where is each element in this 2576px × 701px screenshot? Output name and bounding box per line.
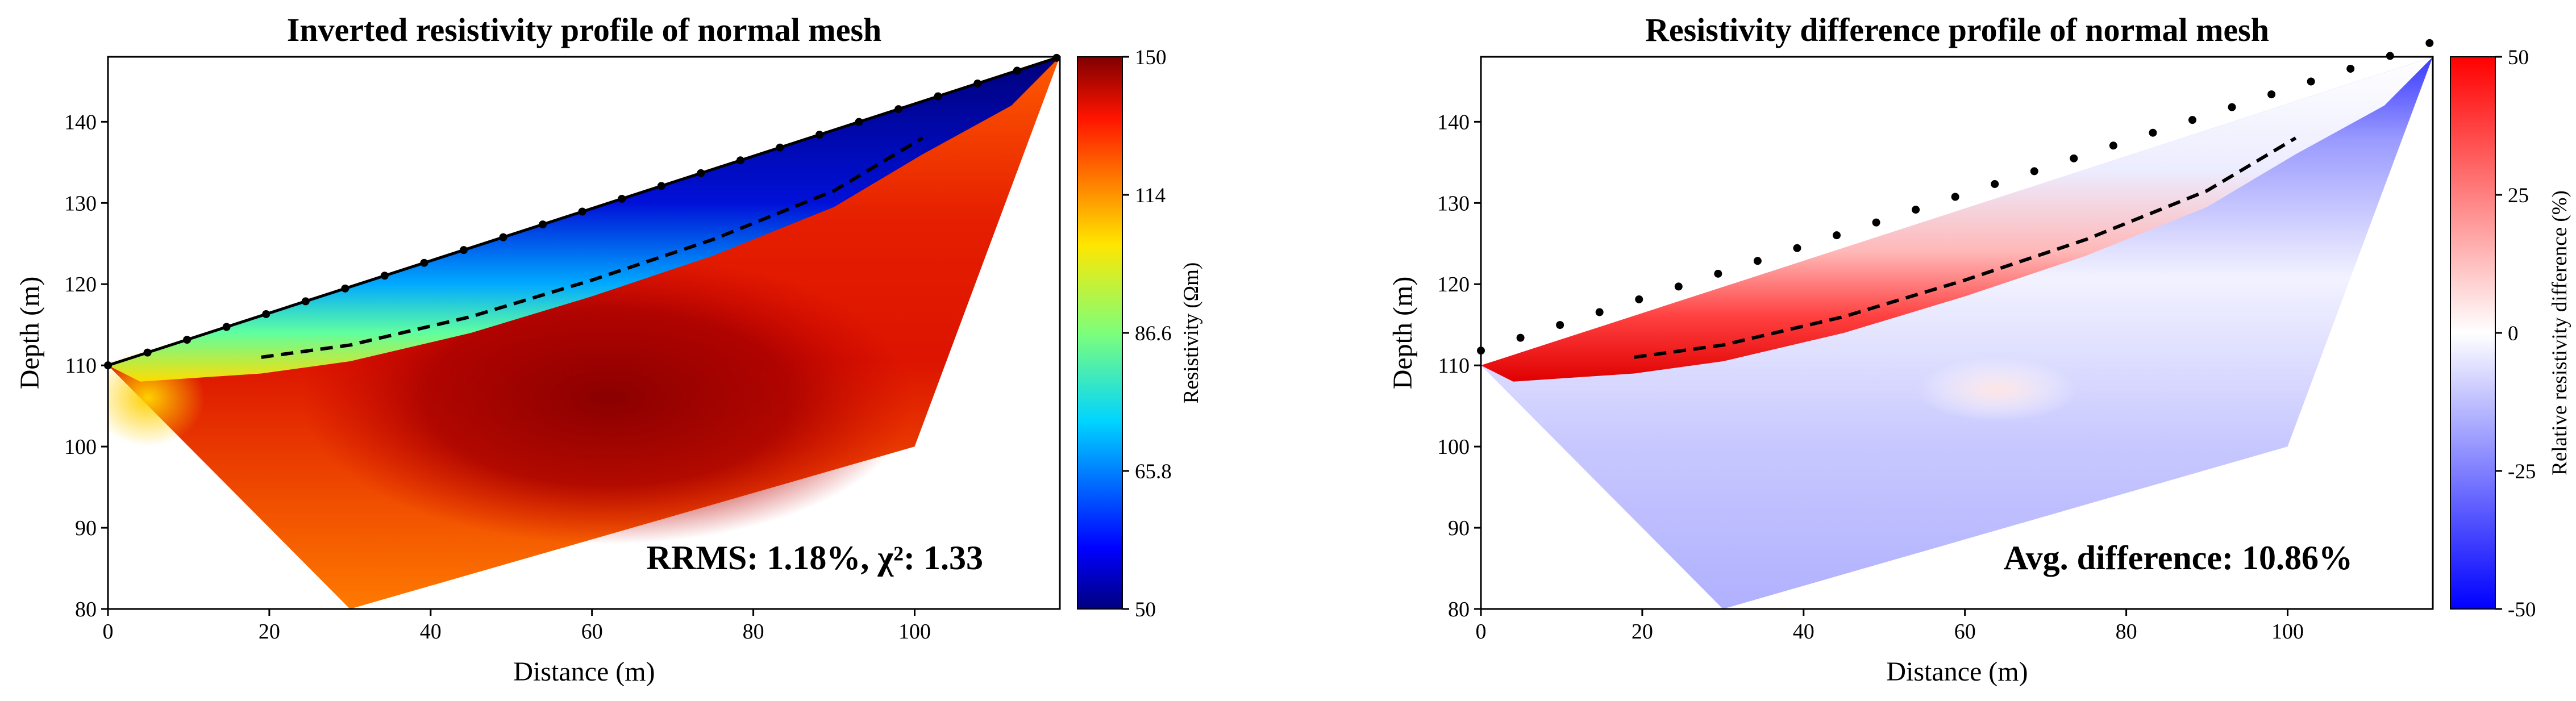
resistivity-model [108, 57, 1060, 609]
x-tick-label: 100 [898, 620, 931, 644]
electrode-marker [2109, 141, 2117, 150]
y-tick-label: 110 [1438, 354, 1470, 378]
colorbar-tick-label: 25 [2508, 184, 2529, 207]
colorbar-tick-label: 50 [1135, 598, 1156, 621]
x-tick-label: 40 [420, 620, 442, 644]
interface-dashed-line [1634, 136, 2297, 359]
y-tick-label: 100 [64, 435, 97, 459]
plot-frame [107, 56, 1061, 610]
difference-model [1481, 57, 2433, 609]
interface-dashed-line [261, 136, 924, 359]
chart-title: Inverted resistivity profile of normal m… [287, 11, 882, 48]
y-tick-label: 100 [1437, 435, 1470, 459]
electrode-marker [2228, 103, 2236, 111]
x-tick-label: 80 [2116, 620, 2137, 644]
electrode-marker [2267, 90, 2276, 99]
axis-ticks: 0 20 40 60 80 100 80 90 100 110 120 130 140 [64, 110, 931, 644]
electrodes [104, 53, 1061, 370]
surface-line [107, 55, 1060, 367]
colorbar-tick-label: 150 [1135, 46, 1167, 69]
electrode-marker [2188, 116, 2196, 124]
y-tick-label: 130 [1437, 191, 1470, 215]
colorbar-tick-label: 86.6 [1135, 322, 1172, 345]
electrode-marker [1912, 206, 1920, 214]
electrode-marker [1714, 269, 1722, 278]
electrode-marker [1832, 231, 1841, 240]
positive-difference-zone [1916, 357, 2078, 423]
colorbar: 50 65.8 86.6 114 150 Resistivity (Ωm) [1077, 46, 1203, 621]
y-tick-label: 90 [1448, 516, 1470, 540]
x-tick-label: 60 [581, 620, 603, 644]
panel-difference: Resistivity difference profile of normal… [1388, 11, 2571, 687]
y-tick-label: 80 [75, 598, 97, 621]
electrodes [1477, 39, 2434, 355]
colorbar-ticks: 50 65.8 86.6 114 150 [1122, 46, 1172, 621]
x-tick-label: 100 [2271, 620, 2304, 644]
electrode-marker [1793, 244, 1801, 252]
y-tick-label: 110 [65, 354, 97, 378]
y-tick-label: 140 [1437, 110, 1470, 134]
electrode-marker [1951, 193, 1959, 201]
plot-frame [1480, 56, 2434, 610]
low-resistivity-layer [108, 57, 1060, 382]
electrode-marker [1595, 308, 1604, 316]
electrode-marker [1753, 257, 1762, 265]
y-axis-label: Depth (m) [15, 277, 45, 390]
electrode-marker [2070, 154, 2078, 162]
colorbar-ticks: 50 25 0 -25 -50 [2495, 46, 2536, 621]
electrode-marker [2030, 167, 2038, 176]
y-axis-label: Depth (m) [1388, 277, 1418, 390]
electrode-marker [2307, 77, 2315, 86]
electrode-marker [1516, 333, 1525, 342]
x-tick-label: 60 [1954, 620, 1976, 644]
x-axis-label: Distance (m) [1886, 657, 2028, 687]
electrode-marker [1635, 295, 1643, 303]
x-tick-label: 0 [1476, 620, 1487, 644]
colorbar-tick-label: 65.8 [1135, 460, 1172, 483]
x-tick-label: 20 [259, 620, 280, 644]
positive-difference-layer [1481, 57, 2433, 382]
electrode-marker [1674, 282, 1683, 291]
electrode-marker [1556, 321, 1564, 329]
y-tick-label: 120 [1437, 273, 1470, 297]
y-tick-label: 120 [64, 273, 97, 297]
y-tick-label: 80 [1448, 598, 1470, 621]
x-tick-label: 40 [1793, 620, 1815, 644]
colorbar: 50 25 0 -25 -50 Relative resistivity differe… [2450, 46, 2571, 621]
colorbar-tick-label: -25 [2508, 460, 2536, 483]
x-axis-label: Distance (m) [513, 657, 655, 687]
electrode-marker [2346, 64, 2355, 73]
x-tick-label: 20 [1632, 620, 1653, 644]
difference-annotation: Avg. difference: 10.86% [2004, 539, 2353, 577]
chart-title: Resistivity difference profile of normal… [1645, 11, 2269, 48]
colorbar-scale [1077, 56, 1123, 610]
colorbar-tick-label: -50 [2508, 598, 2536, 621]
y-tick-label: 130 [64, 191, 97, 215]
colorbar-label: Relative resistivity difference (%) [2548, 190, 2571, 475]
electrode-marker [2149, 128, 2157, 137]
colorbar-tick-label: 114 [1135, 184, 1166, 207]
x-tick-label: 0 [103, 620, 114, 644]
y-tick-label: 90 [75, 516, 97, 540]
electrode-marker [1991, 180, 1999, 188]
electrode-marker [1872, 218, 1880, 227]
panel-resistivity: Inverted resistivity profile of normal m… [15, 11, 1203, 687]
fit-annotation: RRMS: 1.18%, χ²: 1.33 [647, 539, 983, 577]
y-tick-label: 140 [64, 110, 97, 134]
axis-ticks: 0 20 40 60 80 100 80 90 100 110 120 130 140 [1437, 110, 2304, 644]
electrode-marker [2425, 39, 2434, 47]
x-tick-label: 80 [743, 620, 764, 644]
colorbar-tick-label: 0 [2508, 322, 2519, 345]
electrode-marker [2386, 52, 2394, 60]
colorbar-tick-label: 50 [2508, 46, 2529, 69]
colorbar-label: Resistivity (Ωm) [1180, 262, 1203, 403]
colorbar-scale [2450, 56, 2496, 610]
